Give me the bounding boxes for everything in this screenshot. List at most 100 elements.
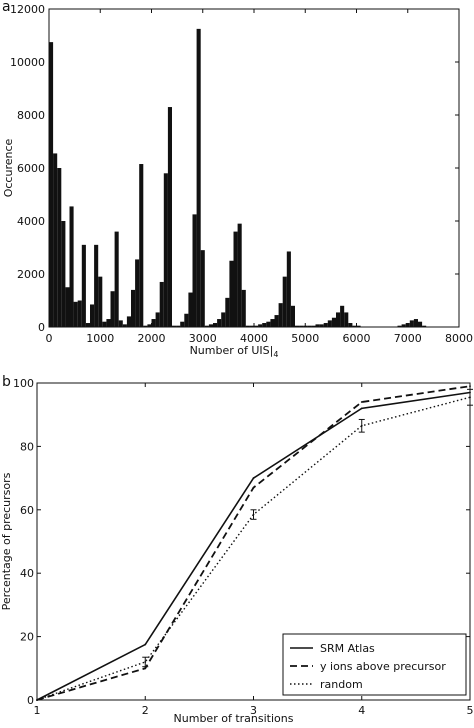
histogram-bar xyxy=(331,317,336,327)
histogram-bar xyxy=(225,297,230,327)
panel-label-b: b xyxy=(2,374,11,390)
histogram-bar xyxy=(102,321,107,327)
data-point xyxy=(252,477,255,479)
histogram-bar xyxy=(245,325,250,327)
x-tick-label: 7000 xyxy=(394,332,422,345)
histogram-bar xyxy=(282,276,287,327)
histogram-bar xyxy=(135,259,140,327)
histogram-bar xyxy=(397,325,402,327)
histogram-bar xyxy=(94,244,99,327)
histogram-bar xyxy=(319,324,324,327)
histogram-bar xyxy=(323,323,328,327)
histogram-bar xyxy=(176,325,181,327)
x-tick-label: 3 xyxy=(250,704,257,717)
histogram-bar xyxy=(163,173,168,327)
histogram-bar xyxy=(196,28,201,327)
histogram-bar xyxy=(299,325,304,327)
histogram-bar xyxy=(254,325,259,327)
histogram-bar xyxy=(65,287,70,327)
histogram-bar xyxy=(290,305,295,327)
x-tick-label: 1 xyxy=(34,704,41,717)
histogram-bar xyxy=(69,206,74,327)
y-tick-label: 0 xyxy=(27,694,34,707)
histogram-bar xyxy=(278,303,283,327)
histogram-bar xyxy=(208,324,213,327)
histogram-bar xyxy=(106,319,111,327)
histogram-bar xyxy=(73,301,78,327)
y-tick-label: 80 xyxy=(20,440,34,453)
histogram-bar xyxy=(53,153,58,327)
data-point xyxy=(144,667,147,670)
histogram-bar xyxy=(184,313,189,327)
histogram-bar xyxy=(110,291,115,327)
histogram-bar xyxy=(139,164,144,327)
histogram-bar xyxy=(233,231,238,327)
legend-label: random xyxy=(320,678,363,691)
histogram-bar xyxy=(57,168,62,327)
histogram-bar xyxy=(340,305,345,327)
x-tick-label: 3000 xyxy=(189,332,217,345)
data-point xyxy=(144,643,147,646)
histogram-bar xyxy=(286,251,291,327)
histogram-bar xyxy=(401,324,406,327)
y-tick-label: 20 xyxy=(20,631,34,644)
histogram-bar xyxy=(85,323,90,327)
histogram-bar xyxy=(90,304,95,327)
histogram-bar xyxy=(356,325,361,327)
data-point xyxy=(469,385,471,388)
y-tick-label: 8000 xyxy=(17,109,45,122)
x-tick-label: 4000 xyxy=(240,332,268,345)
histogram-bar xyxy=(221,312,226,327)
histogram-bar xyxy=(159,281,164,327)
legend-label: SRM Atlas xyxy=(320,642,375,655)
x-tick-label: 5 xyxy=(467,704,474,717)
y-tick-label: 12000 xyxy=(10,3,45,16)
histogram-bar xyxy=(262,323,267,327)
y-tick-label: 6000 xyxy=(17,162,45,175)
histogram-bar xyxy=(122,324,127,327)
histogram-bar xyxy=(200,250,205,327)
legend: SRM Atlas y ions above precursor random xyxy=(282,633,467,696)
histogram-bar xyxy=(81,244,86,327)
x-tick-label: 6000 xyxy=(343,332,371,345)
y-tick-label: 4000 xyxy=(17,215,45,228)
histogram-bar xyxy=(229,260,234,327)
histogram-bar xyxy=(336,312,341,327)
histogram-bar xyxy=(49,42,54,327)
histogram-bar xyxy=(192,214,197,327)
histogram-bar xyxy=(418,321,423,327)
histogram-bar xyxy=(348,323,353,327)
histogram-bar xyxy=(258,324,263,327)
histogram-bar xyxy=(249,325,254,327)
histogram-bar xyxy=(188,292,193,327)
x-tick-label: 2000 xyxy=(138,332,166,345)
panel-label-a: a xyxy=(2,0,11,15)
histogram-bar xyxy=(352,325,357,327)
histogram-bar xyxy=(151,319,156,327)
histogram-bar xyxy=(270,319,275,327)
histogram-bar xyxy=(413,319,418,327)
histogram-bar xyxy=(327,320,332,327)
histogram-bar xyxy=(217,319,222,327)
y-axis-title-b: Percentage of precursors xyxy=(0,472,13,610)
x-tick-label: 0 xyxy=(46,332,53,345)
y-tick-label: 60 xyxy=(20,504,34,517)
data-point xyxy=(36,699,38,701)
x-tick-label: 8000 xyxy=(445,332,473,345)
histogram-bar xyxy=(422,325,427,327)
x-tick-label: 2 xyxy=(142,704,149,717)
legend-label: y ions above precursor xyxy=(320,660,446,673)
histogram-bar xyxy=(61,221,66,327)
x-tick-label: 4 xyxy=(358,704,365,717)
histogram-bar xyxy=(344,312,349,327)
y-tick-label: 10000 xyxy=(10,56,45,69)
histogram-bar xyxy=(172,325,177,327)
y-tick-label: 100 xyxy=(13,377,34,390)
y-tick-label: 2000 xyxy=(17,268,45,281)
y-tick-label: 40 xyxy=(20,567,34,580)
data-point xyxy=(360,407,363,410)
histogram-bar xyxy=(409,320,414,327)
y-axis-title-a: Occurence xyxy=(2,138,15,197)
histogram-bar xyxy=(131,289,136,327)
y-tick-label: 0 xyxy=(38,321,45,334)
